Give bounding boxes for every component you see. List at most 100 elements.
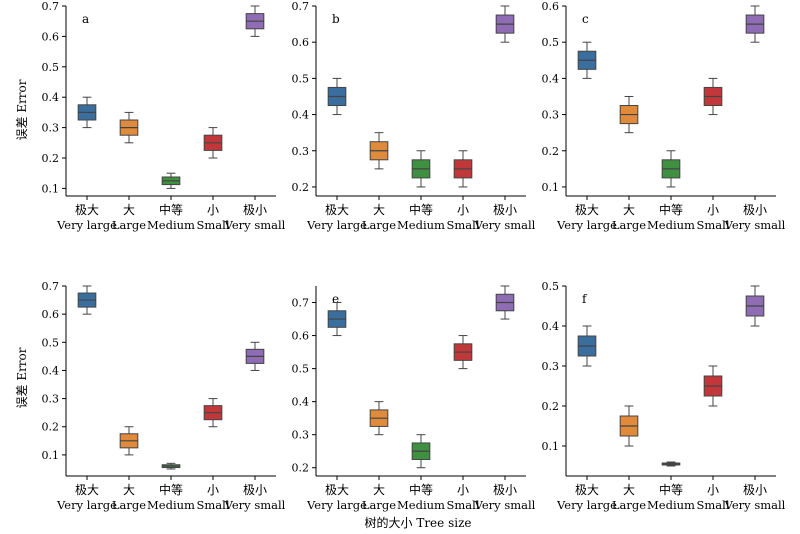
x-tick-label-en: Very small	[224, 218, 286, 232]
box-2	[619, 405, 639, 447]
x-tick-label-zh: 大	[623, 483, 635, 497]
x-tick-label-zh: 大	[123, 483, 135, 497]
x-tick-label-zh: 大	[623, 203, 635, 217]
box-5	[495, 285, 515, 320]
panel-label: c	[582, 12, 589, 26]
y-tick-label: 0.6	[42, 308, 60, 321]
x-tick-label-zh: 极大	[575, 483, 599, 497]
x-tick-label-en: Very large	[306, 498, 367, 512]
y-tick-label: 0.6	[292, 330, 310, 343]
x-tick-label-zh: 极小	[743, 203, 767, 217]
x-tick-label-zh: 极大	[575, 203, 599, 217]
y-tick-label: 0.1	[542, 181, 560, 194]
x-tick-label-en: Large	[612, 498, 646, 512]
y-tick-label: 0.3	[542, 360, 560, 373]
x-tick-label-en: Medium	[147, 498, 195, 512]
y-tick-label: 0.6	[542, 0, 560, 13]
x-tick-label-zh: 极小	[243, 483, 267, 497]
box-2	[119, 426, 139, 456]
x-tick-label-en: Large	[362, 498, 396, 512]
box-4	[703, 77, 723, 116]
x-tick-label-zh: 中等	[659, 202, 683, 217]
x-tick-label-en: Very small	[724, 498, 786, 512]
box-5	[245, 5, 265, 37]
box-4	[703, 365, 723, 407]
x-tick-label-en: Large	[362, 218, 396, 232]
x-tick-label-zh: 极大	[325, 483, 349, 497]
y-tick-label: 0.7	[292, 297, 310, 310]
y-tick-label: 0.6	[292, 36, 310, 49]
x-tick-label-en: Very small	[224, 498, 286, 512]
x-tick-label-zh: 中等	[659, 482, 683, 497]
x-tick-label-zh: 小	[707, 203, 719, 217]
x-tick-label-en: Large	[112, 498, 146, 512]
x-tick-label-en: Small	[447, 498, 480, 512]
x-tick-label-en: Very small	[474, 218, 536, 232]
panel-label: b	[332, 12, 340, 26]
y-tick-label: 0.3	[542, 109, 560, 122]
panel-label: a	[82, 12, 89, 26]
x-tick-label-zh: 大	[373, 203, 385, 217]
y-tick-label: 0.3	[292, 429, 310, 442]
x-tick-label-zh: 小	[207, 483, 219, 497]
box-1	[77, 96, 97, 129]
box-4	[453, 335, 473, 370]
box-1	[77, 285, 97, 315]
x-tick-label-en: Very large	[56, 218, 117, 232]
box-4	[203, 398, 223, 428]
x-tick-label-zh: 大	[123, 203, 135, 217]
y-tick-label: 0.2	[292, 181, 310, 194]
panel-label: e	[332, 292, 339, 306]
y-tick-label: 0.3	[42, 122, 60, 135]
x-tick-label-en: Small	[697, 218, 730, 232]
x-tick-label-zh: 小	[707, 483, 719, 497]
y-tick-label: 0.7	[292, 0, 310, 13]
x-tick-label-zh: 极小	[493, 483, 517, 497]
x-tick-label-zh: 大	[373, 483, 385, 497]
figure-x-label: 树的大小 Tree size	[365, 515, 472, 530]
x-tick-label-zh: 中等	[159, 482, 183, 497]
box-4	[453, 150, 473, 188]
x-tick-label-en: Medium	[397, 498, 445, 512]
x-tick-label-en: Very small	[474, 498, 536, 512]
figure-y-label-top: 误差 Error	[15, 79, 29, 140]
y-tick-label: 0.4	[542, 320, 560, 333]
y-tick-label: 0.3	[42, 393, 60, 406]
y-tick-label: 0.4	[42, 364, 60, 377]
box-2	[119, 111, 139, 144]
y-tick-label: 0.1	[542, 440, 560, 453]
y-tick-label: 0.1	[42, 449, 60, 462]
x-tick-label-zh: 极大	[75, 483, 99, 497]
y-tick-label: 0.5	[292, 72, 310, 85]
x-tick-label-zh: 中等	[159, 202, 183, 217]
box-3	[161, 462, 181, 470]
box-5	[245, 341, 265, 371]
y-tick-label: 0.4	[292, 109, 310, 122]
x-tick-label-zh: 中等	[409, 482, 433, 497]
x-tick-label-en: Small	[197, 498, 230, 512]
box-2	[369, 132, 389, 170]
y-tick-label: 0.5	[42, 336, 60, 349]
x-tick-label-zh: 极小	[743, 483, 767, 497]
y-tick-label: 0.4	[292, 396, 310, 409]
x-tick-label-en: Small	[447, 218, 480, 232]
x-tick-label-en: Very large	[56, 498, 117, 512]
y-tick-label: 0.2	[542, 145, 560, 158]
box-4	[203, 127, 223, 159]
x-tick-label-en: Very large	[556, 498, 617, 512]
y-tick-label: 0.2	[42, 152, 60, 165]
y-tick-label: 0.4	[542, 72, 560, 85]
y-tick-label: 0.4	[42, 91, 60, 104]
box-1	[327, 302, 347, 337]
y-tick-label: 0.7	[42, 280, 60, 293]
box-2	[369, 401, 389, 436]
x-tick-label-en: Large	[612, 218, 646, 232]
x-tick-label-en: Very small	[724, 218, 786, 232]
y-tick-label: 0.3	[292, 145, 310, 158]
figure-y-label-bottom: 误差 Error	[15, 347, 29, 408]
